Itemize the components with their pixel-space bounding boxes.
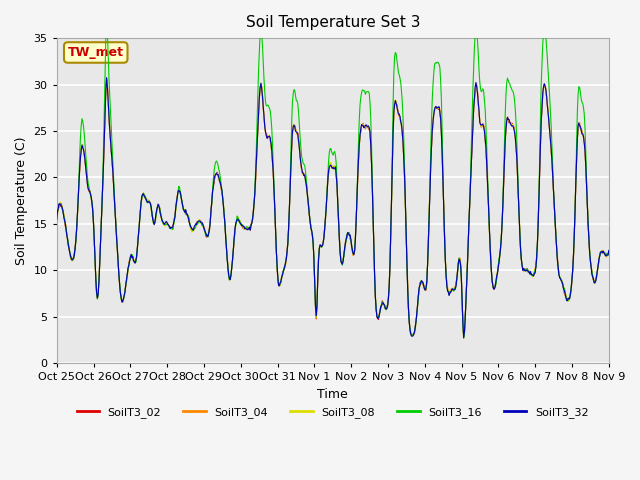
Line: SoilT3_32: SoilT3_32 [57, 78, 609, 338]
SoilT3_04 [605, 248, 612, 253]
Legend: SoilT3_02, SoilT3_04, SoilT3_08, SoilT3_16, SoilT3_32: SoilT3_02, SoilT3_04, SoilT3_08, SoilT3_… [72, 403, 593, 422]
SoilT3_08 [205, 226, 213, 231]
SoilT3_32 [63, 231, 70, 237]
SoilT3_32 [460, 335, 468, 341]
SoilT3_04 [53, 218, 61, 224]
SoilT3_02 [401, 176, 408, 181]
SoilT3_32 [120, 292, 128, 298]
SoilT3_16 [401, 165, 408, 171]
X-axis label: Time: Time [317, 388, 348, 401]
SoilT3_16 [177, 191, 184, 196]
SoilT3_04 [460, 335, 468, 341]
SoilT3_04 [417, 278, 424, 284]
SoilT3_04 [205, 226, 213, 232]
Title: Soil Temperature Set 3: Soil Temperature Set 3 [246, 15, 420, 30]
SoilT3_02 [120, 293, 128, 299]
SoilT3_02 [205, 224, 213, 230]
SoilT3_16 [605, 248, 612, 254]
SoilT3_16 [205, 226, 213, 232]
SoilT3_32 [53, 216, 61, 222]
SoilT3_08 [460, 335, 468, 341]
SoilT3_04 [103, 78, 111, 84]
SoilT3_16 [103, 18, 111, 24]
Text: TW_met: TW_met [68, 46, 124, 59]
SoilT3_08 [177, 190, 184, 195]
SoilT3_08 [417, 280, 424, 286]
SoilT3_02 [53, 215, 61, 220]
SoilT3_08 [103, 75, 111, 81]
SoilT3_32 [417, 280, 424, 286]
SoilT3_16 [53, 216, 61, 222]
SoilT3_02 [417, 280, 424, 286]
SoilT3_32 [401, 173, 408, 179]
SoilT3_16 [63, 230, 70, 236]
SoilT3_02 [103, 76, 111, 82]
SoilT3_08 [120, 294, 128, 300]
SoilT3_32 [103, 75, 111, 81]
SoilT3_08 [53, 214, 61, 220]
Line: SoilT3_08: SoilT3_08 [57, 78, 609, 338]
SoilT3_32 [205, 226, 213, 232]
SoilT3_08 [401, 175, 408, 180]
SoilT3_04 [120, 293, 128, 299]
SoilT3_08 [605, 249, 612, 254]
SoilT3_02 [605, 249, 612, 255]
Y-axis label: Soil Temperature (C): Soil Temperature (C) [15, 136, 28, 265]
SoilT3_16 [417, 278, 424, 284]
SoilT3_16 [120, 292, 128, 298]
SoilT3_02 [63, 231, 70, 237]
SoilT3_02 [177, 192, 184, 197]
Line: SoilT3_16: SoilT3_16 [57, 21, 609, 337]
SoilT3_16 [460, 335, 468, 340]
Line: SoilT3_04: SoilT3_04 [57, 81, 609, 338]
SoilT3_04 [401, 174, 408, 180]
Line: SoilT3_02: SoilT3_02 [57, 79, 609, 336]
SoilT3_32 [605, 248, 612, 253]
SoilT3_32 [177, 189, 184, 195]
SoilT3_04 [63, 231, 70, 237]
SoilT3_02 [460, 333, 468, 338]
SoilT3_04 [177, 190, 184, 195]
SoilT3_08 [63, 231, 70, 237]
